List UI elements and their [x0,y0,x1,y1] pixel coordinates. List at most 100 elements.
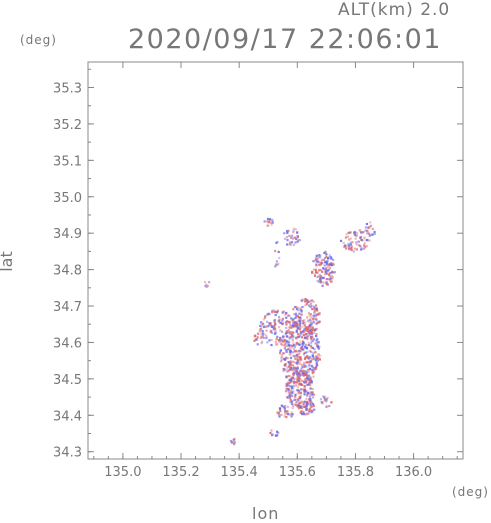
data-point [283,338,286,342]
data-point [311,393,314,396]
data-point [329,256,333,259]
data-point [292,231,295,234]
data-point [289,323,292,326]
data-point [313,273,316,276]
data-point [297,399,300,402]
y-tick-label: 34.6 [53,336,82,351]
data-point [322,281,325,284]
data-point [296,306,299,309]
data-point [285,349,288,352]
data-point [271,221,274,225]
data-point [265,335,268,338]
data-point [267,312,270,315]
data-point [290,402,294,406]
data-point [281,323,284,326]
data-point [290,367,293,370]
data-point [270,338,273,342]
data-point [297,402,301,405]
data-point [318,320,321,323]
data-point [293,354,296,357]
data-point [308,363,311,367]
data-point [323,273,327,276]
data-point [317,269,320,272]
data-point [270,434,274,437]
data-point [312,331,315,335]
data-point [264,325,267,328]
data-point [366,229,369,232]
data-point [282,310,285,313]
data-point [275,241,278,245]
data-point [315,355,318,358]
data-point [278,256,281,260]
data-point [304,400,307,404]
data-point [333,271,336,274]
data-point [350,245,353,248]
data-point [276,311,279,314]
data-point [205,285,208,288]
data-point [292,381,295,384]
data-point [296,235,299,238]
data-point [295,361,299,364]
data-point [347,242,350,246]
data-point [362,247,366,250]
data-point [311,410,314,413]
data-point [325,256,328,259]
data-point [312,338,315,341]
data-point [273,332,277,335]
data-point [291,238,295,241]
altitude-label: ALT(km) 2.0 [338,0,451,20]
data-point [268,218,272,221]
data-point [311,335,314,339]
data-point [309,326,312,330]
data-point [278,351,282,355]
data-point [279,329,282,332]
data-point [308,355,311,359]
data-point [268,339,271,342]
data-point [282,369,285,373]
data-point [291,321,295,324]
data-point [300,371,303,374]
data-point [203,280,207,284]
data-point [363,242,366,245]
data-point [284,412,287,415]
timestamp-title: 2020/09/17 22:06:01 [128,24,442,55]
data-point [297,355,300,358]
data-point [290,333,293,336]
data-point [310,299,313,302]
data-point [308,392,312,396]
y-tick-label: 35.1 [53,154,82,169]
data-point [286,365,289,368]
data-point [310,335,313,339]
data-point [309,315,312,318]
data-point [331,271,334,274]
data-point [296,315,299,318]
data-point [271,311,274,314]
data-point [289,331,292,334]
data-point [300,308,303,312]
data-point [291,376,294,379]
data-point [275,260,279,263]
data-point [290,415,293,418]
data-point [298,360,301,363]
data-point [308,377,311,380]
data-point [305,343,308,346]
data-point [326,257,330,260]
data-point [296,324,299,328]
data-point [326,269,329,272]
data-point [282,405,285,408]
data-point [312,321,315,324]
data-point [298,343,301,347]
data-point [369,224,372,228]
data-point [302,322,305,325]
data-point [315,366,318,370]
data-point [290,334,294,337]
data-point [297,379,301,382]
x-tick-label: 135.2 [162,465,199,480]
data-point [315,313,318,316]
data-point [274,434,278,437]
data-point [286,381,290,384]
data-point [324,260,328,263]
data-point [305,328,308,331]
data-point [287,388,290,391]
